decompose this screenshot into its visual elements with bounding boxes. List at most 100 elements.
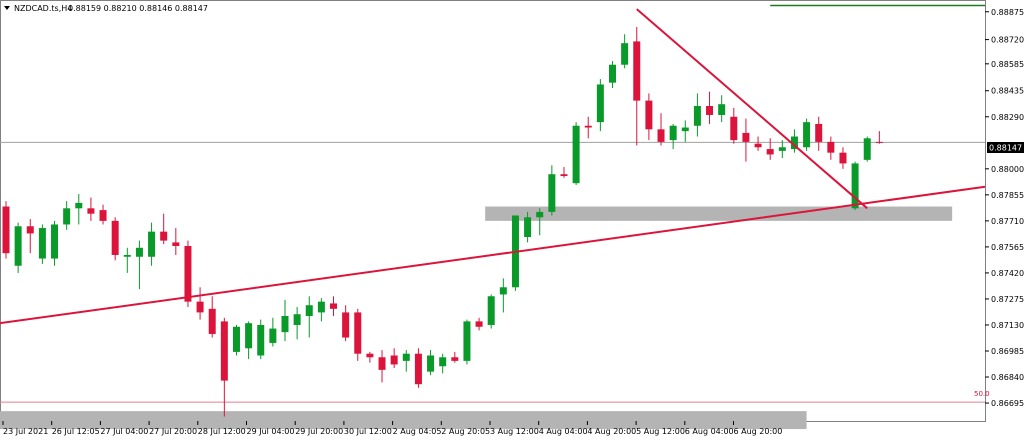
candle-body: [754, 143, 762, 148]
candle: [26, 219, 34, 254]
candle-body: [148, 231, 156, 257]
ohlc-readout: 0.88159 0.88210 0.88146 0.88147: [68, 4, 208, 13]
candle: [390, 348, 398, 369]
candle-body: [657, 129, 665, 142]
x-tick-label: 2 Aug 20:05: [441, 427, 490, 436]
candle: [681, 120, 689, 142]
candle: [111, 217, 119, 261]
candle: [269, 317, 277, 347]
x-tick-label: 29 Jul 04:00: [247, 427, 295, 436]
candle-body: [123, 254, 131, 257]
y-tick-label: 0.86840: [991, 373, 1024, 382]
candle-body: [548, 174, 556, 212]
candle-body: [693, 106, 701, 126]
candle-body: [354, 312, 362, 354]
candle-body: [38, 228, 46, 259]
candle-body: [803, 122, 811, 148]
candle: [427, 350, 435, 376]
candle: [451, 351, 459, 363]
candle-body: [378, 357, 386, 370]
candle: [354, 308, 362, 361]
candle-body: [160, 231, 168, 241]
candle: [281, 299, 289, 342]
x-tick-label: 5 Aug 12:00: [636, 427, 685, 436]
candle: [730, 107, 738, 144]
time-axis[interactable]: 23 Jul 2021 26 Jul 12:05 27 Jul 04:00 27 Ju…: [2, 421, 782, 436]
x-tick-label: 2 Aug 04:05: [393, 427, 442, 436]
y-tick-label: 0.88290: [991, 113, 1024, 122]
candle-body: [257, 324, 265, 356]
candle-body: [402, 353, 410, 361]
candle-body: [524, 217, 532, 238]
candle-body: [718, 104, 726, 115]
candle: [778, 140, 786, 159]
candle: [184, 240, 192, 308]
y-tick-label: 0.88435: [991, 87, 1024, 96]
candle-body: [281, 316, 289, 333]
candle: [317, 298, 325, 322]
candle-body: [305, 305, 313, 316]
candle: [160, 213, 168, 245]
candle: [742, 118, 750, 162]
candle-body: [621, 43, 629, 65]
candle-body: [390, 355, 398, 365]
candle-body: [499, 287, 507, 295]
candle: [366, 351, 374, 363]
candle-body: [851, 163, 859, 209]
x-tick-label: 29 Jul 20:00: [295, 427, 343, 436]
x-tick-label: 28 Jul 12:00: [198, 427, 246, 436]
falling-trendline: [636, 8, 868, 210]
candle-body: [196, 301, 204, 313]
candle-body: [269, 328, 277, 343]
candle: [718, 95, 726, 123]
candle-body: [681, 127, 689, 132]
dropdown-triangle-icon[interactable]: [4, 6, 10, 10]
candle: [220, 317, 228, 417]
candle: [863, 136, 871, 162]
trendlines-layer: [0, 4, 986, 325]
candle-body: [645, 100, 653, 130]
candle: [548, 165, 556, 216]
candle: [499, 278, 507, 313]
candle: [766, 138, 774, 160]
candle: [851, 161, 859, 211]
candle-body: [609, 64, 616, 83]
rising-trendline: [0, 185, 986, 325]
candle: [463, 319, 471, 365]
candle-body: [875, 141, 883, 143]
candle-body: [487, 296, 495, 325]
x-tick-label: 26 Jul 12:05: [52, 427, 100, 436]
candle-body: [51, 224, 59, 259]
candle-body: [293, 314, 301, 325]
candle: [524, 211, 532, 243]
candle-body: [427, 355, 435, 372]
y-tick-label: 0.87275: [991, 295, 1024, 304]
y-tick-label: 0.88000: [991, 165, 1024, 174]
y-tick-label: 0.88875: [991, 8, 1024, 17]
candle: [75, 193, 83, 225]
candle-body: [111, 220, 119, 255]
candle-body: [463, 321, 471, 361]
candle: [87, 197, 95, 221]
candle: [148, 222, 156, 266]
candle-body: [669, 125, 677, 141]
candle-body: [99, 210, 107, 221]
candle-body: [2, 206, 10, 254]
price-axis[interactable]: 0.88875 0.88720 0.88585 0.88435 0.88290 0.880…: [985, 8, 1024, 408]
candle: [487, 294, 495, 329]
y-tick-label: 0.86695: [991, 399, 1024, 408]
candle-body: [572, 125, 580, 184]
candle: [439, 353, 447, 374]
candle-body: [536, 211, 544, 218]
y-tick-label: 0.87130: [991, 321, 1024, 330]
candle-body: [475, 321, 483, 327]
candle-body: [706, 106, 714, 115]
candle: [572, 122, 580, 185]
support-zone-upper: [485, 206, 953, 221]
candle: [196, 287, 204, 320]
candle-body: [439, 357, 447, 367]
x-tick-label: 23 Jul 2021: [3, 427, 48, 436]
candle-body: [366, 353, 374, 358]
lines-layer: [0, 141, 985, 403]
